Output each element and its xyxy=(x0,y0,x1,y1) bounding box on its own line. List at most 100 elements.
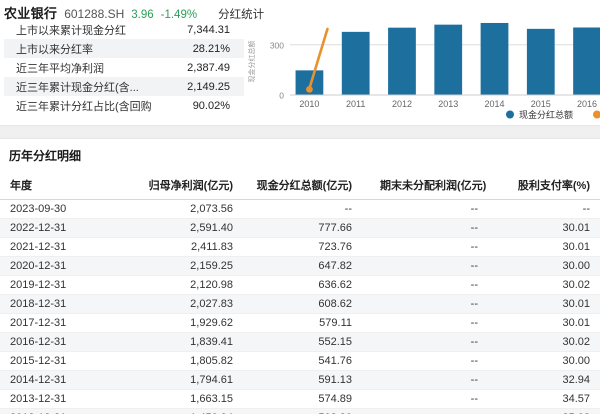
summary-value: 2,387.49 xyxy=(187,61,230,74)
stock-price: 3.96 xyxy=(131,9,154,21)
chart-canvas: 现金分红总额 0 300 2010 2011 2012 2013 2014 2015 2016 现金… xyxy=(247,22,600,120)
cell-cash-dividend: 723.76 xyxy=(255,237,380,257)
y-tick-label: 300 xyxy=(270,40,284,50)
chart-bar[interactable] xyxy=(341,31,370,95)
legend-marker-icon xyxy=(506,110,514,119)
cell-net-profit: 1,450.94 xyxy=(130,408,255,414)
section-divider xyxy=(0,125,600,139)
table-row[interactable]: 2019-12-31 2,120.98 636.62 -- 30.02 xyxy=(0,275,600,295)
cell-cash-dividend: 579.11 xyxy=(255,313,380,333)
x-tick-label: 2013 xyxy=(438,99,458,109)
chart-bar[interactable] xyxy=(573,27,600,96)
cell-payout-ratio: 35.03 xyxy=(508,408,600,414)
summary-label: 上市以来分红率 xyxy=(16,43,93,56)
cell-net-profit: 1,794.61 xyxy=(130,370,255,390)
cell-undistributed-profit: -- xyxy=(380,370,508,390)
summary-value: 2,149.25 xyxy=(187,80,230,93)
table-row[interactable]: 2018-12-31 2,027.83 608.62 -- 30.01 xyxy=(0,294,600,314)
table-row[interactable]: 2021-12-31 2,411.83 723.76 -- 30.01 xyxy=(0,237,600,257)
section-title: 历年分红明细 xyxy=(9,149,82,163)
table-row[interactable]: 2012-12-311,450.94508.30--35.03 xyxy=(0,408,600,414)
dividend-summary-panel: 上市以来累计现金分红 7,344.31 上市以来分红率 28.21% 近三年平均… xyxy=(0,20,244,125)
cell-year: 2013-12-31 xyxy=(0,389,130,409)
column-header-payout-ratio[interactable]: 股利支付率(%) xyxy=(508,172,600,200)
chart-bar[interactable] xyxy=(526,28,555,95)
cell-undistributed-profit: -- xyxy=(380,275,508,295)
x-tick-label: 2011 xyxy=(346,99,365,109)
stock-name: 农业银行 xyxy=(4,6,58,21)
cell-net-profit: 1,929.62 xyxy=(130,313,255,333)
table-body: 2023-09-30 2,073.56 -- -- -- 2022-12-31 2,591.… xyxy=(0,199,600,414)
cell-payout-ratio: 30.01 xyxy=(508,313,600,333)
chart-bar[interactable] xyxy=(480,22,509,96)
cell-year: 2023-09-30 xyxy=(0,199,130,219)
cell-cash-dividend: 541.76 xyxy=(255,351,380,371)
summary-row: 近三年平均净利润 2,387.49 xyxy=(4,58,244,77)
cell-undistributed-profit: -- xyxy=(380,332,508,352)
stock-code: 601288.SH xyxy=(64,7,125,21)
summary-and-chart: 上市以来累计现金分红 7,344.31 上市以来分红率 28.21% 近三年平均… xyxy=(0,20,600,125)
chart-bar[interactable] xyxy=(434,24,463,95)
table-row[interactable]: 2014-12-31 1,794.61 591.13 -- 32.94 xyxy=(0,370,600,390)
cell-undistributed-profit: -- xyxy=(380,389,508,409)
summary-value: 28.21% xyxy=(192,42,230,55)
x-tick-label: 2015 xyxy=(531,99,551,109)
summary-label: 近三年平均净利润 xyxy=(16,62,104,75)
legend-marker-secondary-icon xyxy=(593,110,600,119)
cell-year: 2021-12-31 xyxy=(0,237,130,257)
cell-net-profit: 2,073.56 xyxy=(130,199,255,219)
legend-label[interactable]: 现金分红总额 xyxy=(519,109,573,120)
x-tick-label: 2012 xyxy=(392,99,412,109)
cell-year: 2014-12-31 xyxy=(0,370,130,390)
stock-change-percent: -1.49% xyxy=(160,9,198,21)
cell-year: 2018-12-31 xyxy=(0,294,130,314)
cell-net-profit: 1,839.41 xyxy=(130,332,255,352)
table-header-row: 年度 归母净利润(亿元) 现金分红总额(亿元) 期末未分配利润(亿元) 股利支付… xyxy=(0,172,600,200)
cell-cash-dividend: 608.62 xyxy=(255,294,380,314)
table-row[interactable]: 2015-12-31 1,805.82 541.76 -- 30.00 xyxy=(0,351,600,371)
table-row[interactable]: 2022-12-31 2,591.40 777.66 -- 30.01 xyxy=(0,218,600,238)
page-header: 农业银行 601288.SH 3.96 -1.49% 分红统计 xyxy=(0,0,600,21)
cell-cash-dividend: 574.89 xyxy=(255,389,380,409)
table-row[interactable]: 2013-12-31 1,663.15 574.89 -- 34.57 xyxy=(0,389,600,409)
cell-payout-ratio: 30.01 xyxy=(508,294,600,314)
cell-net-profit: 2,159.25 xyxy=(130,256,255,276)
column-header-cash-dividend[interactable]: 现金分红总额(亿元) xyxy=(255,172,380,200)
y-tick-label: 0 xyxy=(279,91,284,101)
summary-value: 90.02% xyxy=(192,99,230,112)
cell-cash-dividend: -- xyxy=(255,199,380,219)
cell-cash-dividend: 508.30 xyxy=(255,408,380,414)
tab-dividend-statistics[interactable]: 分红统计 xyxy=(218,9,265,21)
cell-year: 2015-12-31 xyxy=(0,351,130,371)
chart-bar[interactable] xyxy=(388,27,416,95)
annotation-pointer-icon xyxy=(306,85,313,93)
table-row[interactable]: 2016-12-31 1,839.41 552.15 -- 30.02 xyxy=(0,332,600,352)
annotation-arrow-icon xyxy=(308,27,329,90)
cell-cash-dividend: 647.82 xyxy=(255,256,380,276)
cell-payout-ratio: -- xyxy=(508,199,600,219)
summary-value: 7,344.31 xyxy=(187,23,230,36)
summary-row: 近三年累计分红占比(含回购 90.02% xyxy=(4,96,244,115)
column-header-net-profit[interactable]: 归母净利润(亿元) xyxy=(130,172,255,200)
table-row[interactable]: 2017-12-31 1,929.62 579.11 -- 30.01 xyxy=(0,313,600,333)
cell-payout-ratio: 30.01 xyxy=(508,218,600,238)
cell-undistributed-profit: -- xyxy=(380,199,508,219)
column-header-undistributed-profit[interactable]: 期末未分配利润(亿元) xyxy=(380,172,508,200)
cell-net-profit: 2,591.40 xyxy=(130,218,255,238)
cell-year: 2012-12-31 xyxy=(0,408,130,414)
cell-cash-dividend: 552.15 xyxy=(255,332,380,352)
cell-net-profit: 1,663.15 xyxy=(130,389,255,409)
column-header-year[interactable]: 年度 xyxy=(0,172,130,200)
cell-payout-ratio: 30.01 xyxy=(508,237,600,257)
cell-payout-ratio: 30.02 xyxy=(508,332,600,352)
cell-undistributed-profit: -- xyxy=(380,294,508,314)
cell-net-profit: 2,027.83 xyxy=(130,294,255,314)
cell-cash-dividend: 777.66 xyxy=(255,218,380,238)
cell-year: 2022-12-31 xyxy=(0,218,130,238)
table-row[interactable]: 2023-09-30 2,073.56 -- -- -- xyxy=(0,199,600,219)
cell-year: 2020-12-31 xyxy=(0,256,130,276)
table-row[interactable]: 2020-12-31 2,159.25 647.82 -- 30.00 xyxy=(0,256,600,276)
x-tick-label: 2016 xyxy=(577,99,597,109)
cell-payout-ratio: 32.94 xyxy=(508,370,600,390)
cell-undistributed-profit: -- xyxy=(380,256,508,276)
